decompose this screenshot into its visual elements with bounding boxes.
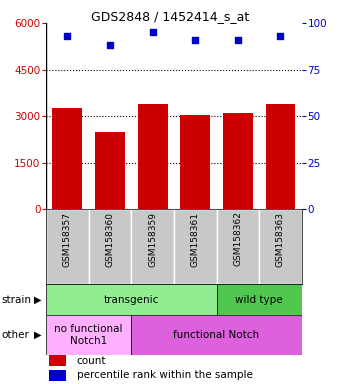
Bar <box>174 209 217 284</box>
Point <box>235 37 241 43</box>
Bar <box>49 355 66 366</box>
Bar <box>49 370 66 381</box>
Text: functional Notch: functional Notch <box>174 330 260 340</box>
Text: other: other <box>2 330 30 340</box>
Bar <box>53 108 82 209</box>
Text: GSM158359: GSM158359 <box>148 212 157 266</box>
Point <box>192 37 198 43</box>
Text: GSM158357: GSM158357 <box>63 212 72 266</box>
Text: count: count <box>77 356 106 366</box>
Point <box>150 29 155 35</box>
Text: GDS2848 / 1452414_s_at: GDS2848 / 1452414_s_at <box>91 10 250 23</box>
Bar <box>131 209 174 284</box>
Text: transgenic: transgenic <box>104 295 159 305</box>
Bar <box>46 209 89 284</box>
Bar <box>138 104 167 209</box>
Point <box>107 42 113 48</box>
Text: wild type: wild type <box>235 295 283 305</box>
Bar <box>131 315 302 355</box>
Text: GSM158362: GSM158362 <box>233 212 242 266</box>
Text: ▶: ▶ <box>34 330 41 340</box>
Text: GSM158360: GSM158360 <box>105 212 115 266</box>
Bar <box>89 209 131 284</box>
Text: strain: strain <box>2 295 32 305</box>
Text: GSM158363: GSM158363 <box>276 212 285 266</box>
Bar <box>217 209 259 284</box>
Text: GSM158361: GSM158361 <box>191 212 200 266</box>
Text: ▶: ▶ <box>34 295 41 305</box>
Bar <box>180 114 210 209</box>
Bar <box>95 132 125 209</box>
Point <box>278 33 283 39</box>
Point <box>64 33 70 39</box>
Bar <box>46 315 131 355</box>
Text: no functional
Notch1: no functional Notch1 <box>55 324 123 346</box>
Bar <box>217 284 302 315</box>
Bar <box>46 284 217 315</box>
Text: percentile rank within the sample: percentile rank within the sample <box>77 370 253 380</box>
Bar <box>266 104 295 209</box>
Bar <box>223 113 253 209</box>
Bar <box>259 209 302 284</box>
